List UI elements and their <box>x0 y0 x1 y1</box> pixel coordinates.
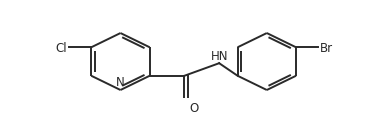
Text: Br: Br <box>320 41 333 54</box>
Text: O: O <box>189 101 199 114</box>
Text: N: N <box>116 76 125 89</box>
Text: Cl: Cl <box>56 41 67 54</box>
Text: HN: HN <box>210 49 228 62</box>
